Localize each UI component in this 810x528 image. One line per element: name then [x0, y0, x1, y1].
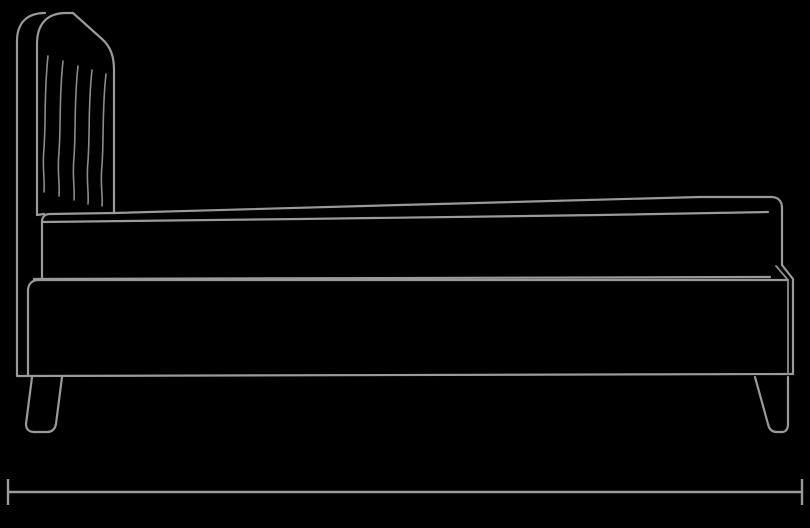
legs-group [24, 375, 790, 434]
headboard-front-panel [35, 11, 116, 217]
mattress-head-end-edge [40, 211, 116, 224]
headboard-channel-line-1 [42, 55, 49, 193]
headboard-channel-line-4 [86, 69, 93, 205]
base-bottom-edge [15, 372, 795, 378]
headboard-outer-edge [15, 11, 47, 377]
overall-width-dimension [6, 479, 804, 505]
mattress-group [32, 195, 795, 281]
mattress-bottom-seam [32, 275, 772, 281]
leg-right [753, 375, 790, 434]
mattress-foot-corner-bevel-inner [775, 265, 789, 281]
mattress-top-back-edge [112, 195, 784, 215]
headboard-channel-line-5 [100, 73, 107, 207]
headboard-base-seam [35, 212, 46, 217]
headboard-channel-line-2 [57, 60, 64, 197]
headboard-channel-line-3 [72, 65, 79, 201]
mattress-foot-corner-bevel [780, 263, 795, 281]
headboard-group [15, 11, 116, 377]
mattress-top-front-edge [40, 210, 770, 224]
base-group [15, 277, 795, 378]
base-top-edge [26, 278, 790, 293]
leg-left [24, 375, 64, 434]
